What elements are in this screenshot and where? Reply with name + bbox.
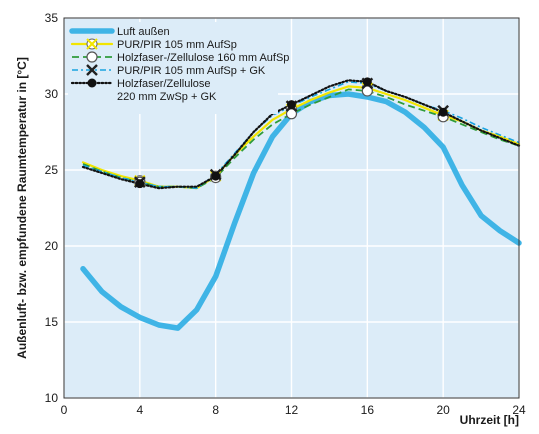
series-5-marker <box>438 107 448 117</box>
legend-marker-2 <box>86 38 98 50</box>
x-tick-label: 12 <box>285 403 299 417</box>
legend-marker-4 <box>86 64 98 76</box>
legend-label-5: Holzfaser/Zellulose 220 mm ZwSp + GK <box>117 78 217 103</box>
series-5-marker <box>287 100 296 110</box>
plot-frame <box>63 17 520 399</box>
legend-marker-5 <box>87 78 97 88</box>
x-tick-label: 0 <box>61 403 68 417</box>
x-axis-title: Uhrzeit [h] <box>460 413 519 427</box>
x-tick-label: 24 <box>512 403 526 417</box>
y-axis-title: Außenluft- bzw. empfundene Raumtemperatu… <box>15 57 29 359</box>
legend-label-3: Holzfaser-/Zellulose 160 mm AufSp <box>117 52 289 64</box>
y-tick-label: 10 <box>45 391 59 405</box>
y-tick-label: 25 <box>45 163 59 177</box>
legend-background <box>68 22 278 114</box>
series-5-marker <box>135 179 145 189</box>
y-tick-label: 35 <box>45 11 59 25</box>
marker-layer <box>133 77 450 189</box>
x-tick-label: 16 <box>361 403 375 417</box>
series-5-marker <box>211 171 221 181</box>
legend-label-2: PUR/PIR 105 mm AufSp <box>117 39 237 51</box>
tick-labels: 0 4 8 12 16 20 24 10 15 20 25 30 35 <box>45 11 526 417</box>
legend-marker-3 <box>86 51 98 63</box>
y-tick-label: 30 <box>45 87 59 101</box>
x-tick-label: 4 <box>136 403 143 417</box>
legend-label-1: Luft außen <box>117 26 170 38</box>
x-tick-label: 20 <box>436 403 450 417</box>
series-5-marker <box>362 77 372 87</box>
legend-label-4: PUR/PIR 105 mm AufSp + GK <box>117 65 266 77</box>
y-tick-label: 20 <box>45 239 59 253</box>
x-tick-label: 8 <box>212 403 219 417</box>
series-line-1 <box>80 91 522 331</box>
y-tick-label: 15 <box>45 315 59 329</box>
